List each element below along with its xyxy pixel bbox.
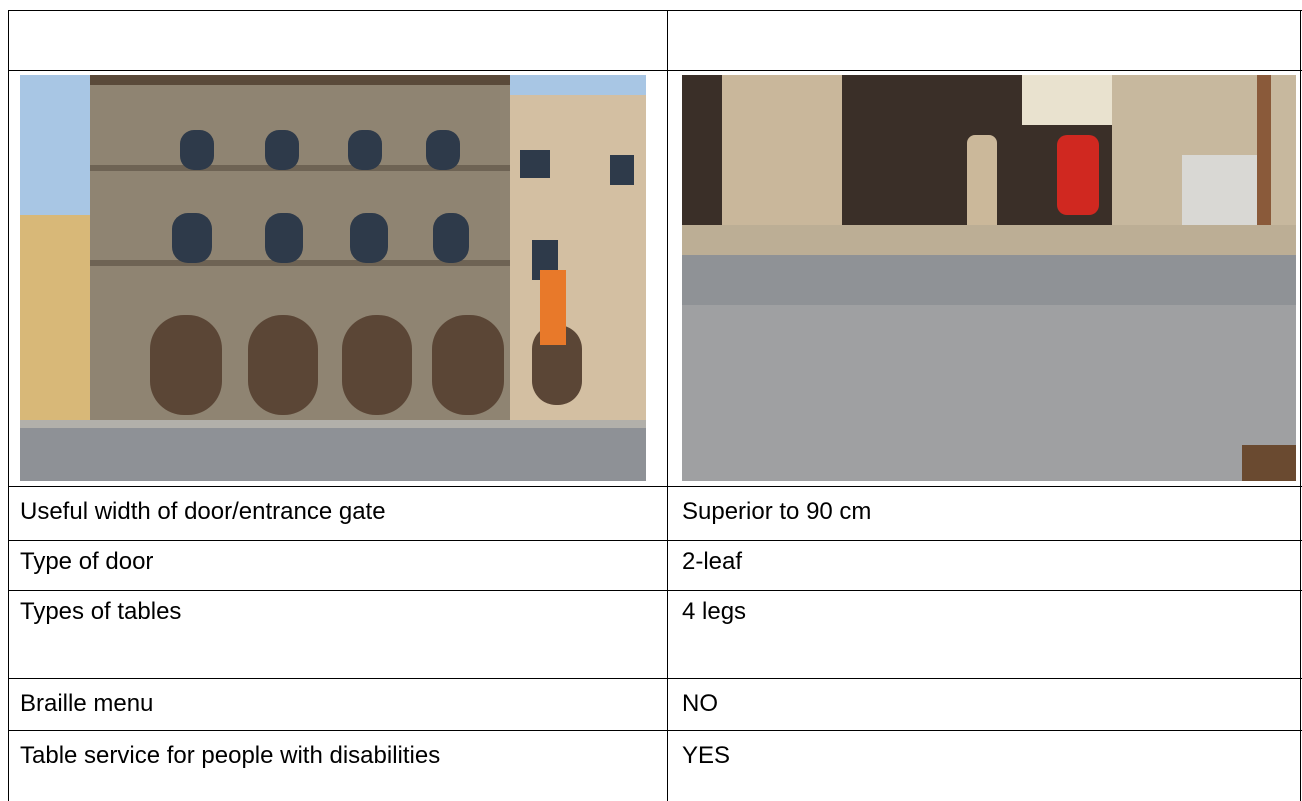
rule — [8, 678, 1302, 679]
row-label: Type of door — [20, 548, 154, 575]
row-value: 2-leaf — [682, 548, 743, 575]
rule — [8, 10, 1302, 11]
row-value: Superior to 90 cm — [682, 498, 872, 525]
row-value: YES — [682, 742, 731, 769]
row-value: 4 legs — [682, 598, 747, 625]
rule — [1300, 10, 1301, 801]
rule — [8, 70, 1302, 71]
row-label: Table service for people with disabiliti… — [20, 742, 441, 769]
rule — [667, 10, 668, 801]
row-value: NO — [682, 690, 718, 717]
rule — [8, 540, 1302, 541]
rule — [8, 730, 1302, 731]
entrance-photo — [682, 75, 1296, 481]
rule — [8, 590, 1302, 591]
rule — [8, 486, 1302, 487]
row-label: Types of tables — [20, 598, 182, 625]
rule — [8, 10, 9, 801]
building-photo — [20, 75, 646, 481]
row-label: Useful width of door/entrance gate — [20, 498, 386, 525]
row-label: Braille menu — [20, 690, 154, 717]
